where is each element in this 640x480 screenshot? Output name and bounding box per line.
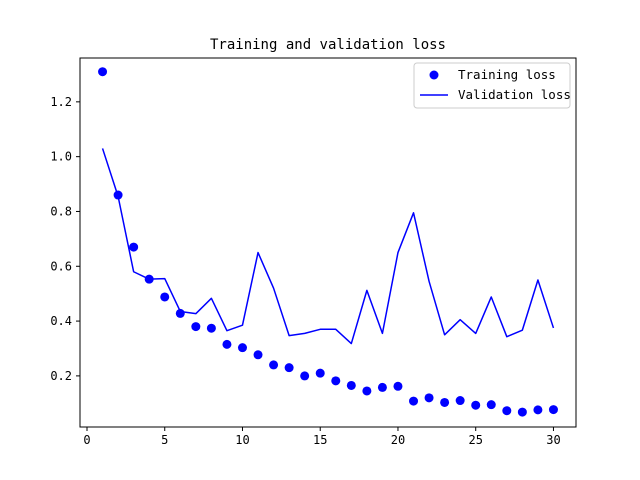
training-loss-point [191,322,201,332]
training-loss-point [129,242,139,252]
y-tick-label: 1.0 [50,150,72,164]
training-loss-point [362,386,372,396]
legend: Training loss Validation loss [413,62,571,109]
y-tick-label: 0.4 [50,314,72,328]
x-tick-label: 10 [235,433,249,447]
axes-frame [79,57,577,428]
x-tick-label: 0 [83,433,90,447]
training-loss-point [424,393,434,403]
training-loss-point [284,363,294,373]
y-tick-label: 0.2 [50,369,72,383]
legend-marker-training [429,70,439,80]
training-loss-point [160,292,170,302]
y-tick-label: 0.8 [50,204,72,218]
training-loss-point [113,190,123,200]
y-tick-label: 1.2 [50,95,72,109]
x-tick-label: 15 [313,433,327,447]
training-loss-point [300,371,310,381]
training-loss-point [269,360,279,370]
training-loss-point [409,396,419,406]
training-loss-point [222,339,232,349]
x-tick-label: 5 [161,433,168,447]
training-loss-point [144,274,154,284]
x-tick-label: 25 [468,433,482,447]
training-loss-point [455,396,465,406]
training-loss-point [331,376,341,386]
training-loss-point [98,67,108,77]
x-tick-label: 20 [391,433,405,447]
training-loss-point [533,405,543,415]
training-loss-point [517,407,527,417]
training-loss-point [206,323,216,333]
training-loss-point [486,400,496,410]
training-loss-point [175,308,185,318]
validation-loss-line [101,148,555,345]
training-loss-point [346,380,356,390]
training-loss-point [548,405,558,415]
legend-box [413,62,571,109]
legend-label-validation: Validation loss [458,87,571,102]
training-loss-point [237,343,247,353]
legend-label-training: Training loss [458,67,556,82]
training-loss-point [315,368,325,378]
chart-title: Training and validation loss [210,37,446,53]
training-loss-point [471,400,481,410]
training-loss-point [377,382,387,392]
training-loss-point [440,397,450,407]
training-loss-point [393,381,403,391]
y-tick-label: 0.6 [50,259,72,273]
x-tick-label: 30 [546,433,560,447]
training-loss-point [502,406,512,416]
training-loss-point [253,350,263,360]
plot-area: 0 5 10 15 20 25 30 0.2 0.4 0.6 0.8 1.0 1.2 [50,67,561,447]
